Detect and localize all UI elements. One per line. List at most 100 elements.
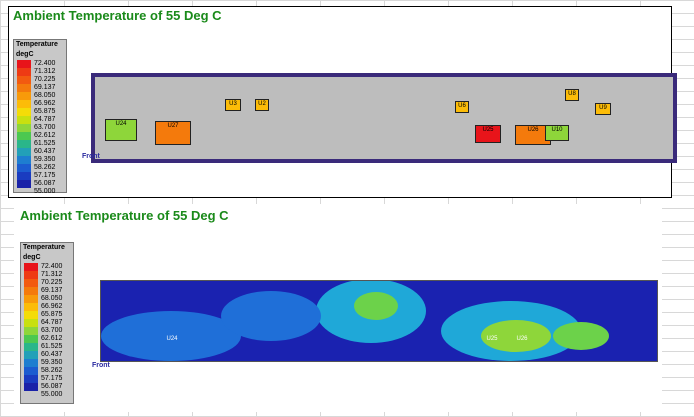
legend-row: 69.137 <box>14 84 66 92</box>
legend-level: 60.437 <box>34 148 55 156</box>
legend-swatch <box>17 116 31 124</box>
axis-label: Front <box>82 153 100 160</box>
component-label: U10 <box>545 125 569 141</box>
legend-swatch <box>24 279 38 287</box>
legend-row: 58.262 <box>21 367 73 375</box>
panel: Ambient Temperature of 55 Deg C Temperat… <box>8 6 672 198</box>
legend-row: 55.000 <box>21 391 73 399</box>
legend-row: 72.400 <box>14 60 66 68</box>
legend-swatch <box>17 148 31 156</box>
legend-title: Temperature <box>21 243 73 253</box>
legend-level: 69.137 <box>34 84 55 92</box>
legend-swatch <box>17 156 31 164</box>
component-label: U25 <box>481 335 503 343</box>
component-label: U8 <box>565 89 579 101</box>
legend-row: 59.350 <box>14 156 66 164</box>
legend-level: 55.000 <box>34 188 55 196</box>
component-label: U6 <box>455 101 469 113</box>
legend-level: 58.262 <box>41 367 62 375</box>
legend-unit: degC <box>14 50 66 60</box>
legend-level: 64.787 <box>34 116 55 124</box>
legend-swatch <box>24 271 38 279</box>
panel-title: Ambient Temperature of 55 Deg C <box>20 208 229 223</box>
legend-swatch <box>24 335 38 343</box>
legend-row: 55.000 <box>14 188 66 196</box>
legend-level: 65.875 <box>41 311 62 319</box>
legend-swatch <box>24 327 38 335</box>
spreadsheet: Ambient Temperature of 55 Deg C Temperat… <box>0 0 694 417</box>
legend-row: 56.087 <box>21 383 73 391</box>
heat <box>553 322 609 350</box>
legend-row: 66.962 <box>21 303 73 311</box>
legend-swatch <box>17 92 31 100</box>
legend-level: 63.700 <box>41 327 62 335</box>
legend-level: 62.612 <box>41 335 62 343</box>
component-label: U25 <box>475 125 501 143</box>
legend-level: 69.137 <box>41 287 62 295</box>
legend-level: 68.050 <box>41 295 62 303</box>
legend-row: 59.350 <box>21 359 73 367</box>
legend-swatch <box>24 303 38 311</box>
legend-level: 70.225 <box>34 76 55 84</box>
legend-row: 58.262 <box>14 164 66 172</box>
legend-level: 65.875 <box>34 108 55 116</box>
legend-level: 62.612 <box>34 132 55 140</box>
legend-level: 72.400 <box>34 60 55 68</box>
legend-level: 58.262 <box>34 164 55 172</box>
legend-level: 60.437 <box>41 351 62 359</box>
legend-swatch <box>24 383 38 391</box>
legend-row: 60.437 <box>14 148 66 156</box>
legend-level: 59.350 <box>41 359 62 367</box>
legend-level: 70.225 <box>41 279 62 287</box>
component-label: U3 <box>225 99 241 111</box>
legend-row: 69.137 <box>21 287 73 295</box>
component-label: U24 <box>161 335 183 343</box>
legend-row: 62.612 <box>14 132 66 140</box>
legend-swatch <box>17 68 31 76</box>
axis-label: Front <box>92 362 110 369</box>
legend-swatch <box>24 311 38 319</box>
legend-level: 68.050 <box>34 92 55 100</box>
legend-row: 68.050 <box>21 295 73 303</box>
legend-swatch <box>17 60 31 68</box>
legend-level: 59.350 <box>34 156 55 164</box>
component-label: U2 <box>255 99 269 111</box>
legend-level: 66.962 <box>41 303 62 311</box>
legend-row: 60.437 <box>21 351 73 359</box>
legend-swatch <box>17 84 31 92</box>
panel: Ambient Temperature of 55 Deg C Temperat… <box>14 204 662 412</box>
legend-swatch <box>17 108 31 116</box>
legend-row: 61.525 <box>21 343 73 351</box>
legend-swatch <box>24 375 38 383</box>
legend-row: 62.612 <box>21 335 73 343</box>
component-label: U27 <box>155 121 191 145</box>
legend-level: 57.175 <box>41 375 62 383</box>
legend-swatch <box>17 180 31 188</box>
legend-level: 56.087 <box>41 383 62 391</box>
legend-level: 55.000 <box>41 391 62 399</box>
legend-level: 64.787 <box>41 319 62 327</box>
legend-swatch <box>17 100 31 108</box>
legend-row: 64.787 <box>21 319 73 327</box>
legend-unit: degC <box>21 253 73 263</box>
legend-row: 64.787 <box>14 116 66 124</box>
legend-level: 71.312 <box>41 271 62 279</box>
legend-swatch <box>17 140 31 148</box>
legend-level: 63.700 <box>34 124 55 132</box>
legend-row: 57.175 <box>21 375 73 383</box>
legend-swatch <box>24 359 38 367</box>
legend-row: 65.875 <box>14 108 66 116</box>
legend-level: 66.962 <box>34 100 55 108</box>
heat-map <box>101 281 657 361</box>
legend-row: 56.087 <box>14 180 66 188</box>
legend-level: 61.525 <box>34 140 55 148</box>
legend-row: 66.962 <box>14 100 66 108</box>
legend-swatch <box>24 367 38 375</box>
legend-swatch <box>17 172 31 180</box>
legend-level: 72.400 <box>41 263 62 271</box>
legend-swatch <box>24 287 38 295</box>
component-label: U9 <box>595 103 611 115</box>
